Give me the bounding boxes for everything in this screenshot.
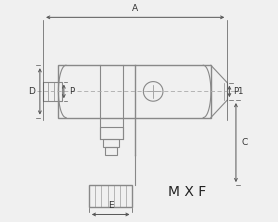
Text: P: P: [69, 87, 74, 96]
Text: P1: P1: [233, 87, 243, 96]
Text: C: C: [242, 138, 248, 147]
Text: E: E: [108, 201, 113, 210]
Text: A: A: [132, 4, 138, 13]
Text: D: D: [28, 87, 34, 96]
Text: M X F: M X F: [168, 185, 206, 199]
